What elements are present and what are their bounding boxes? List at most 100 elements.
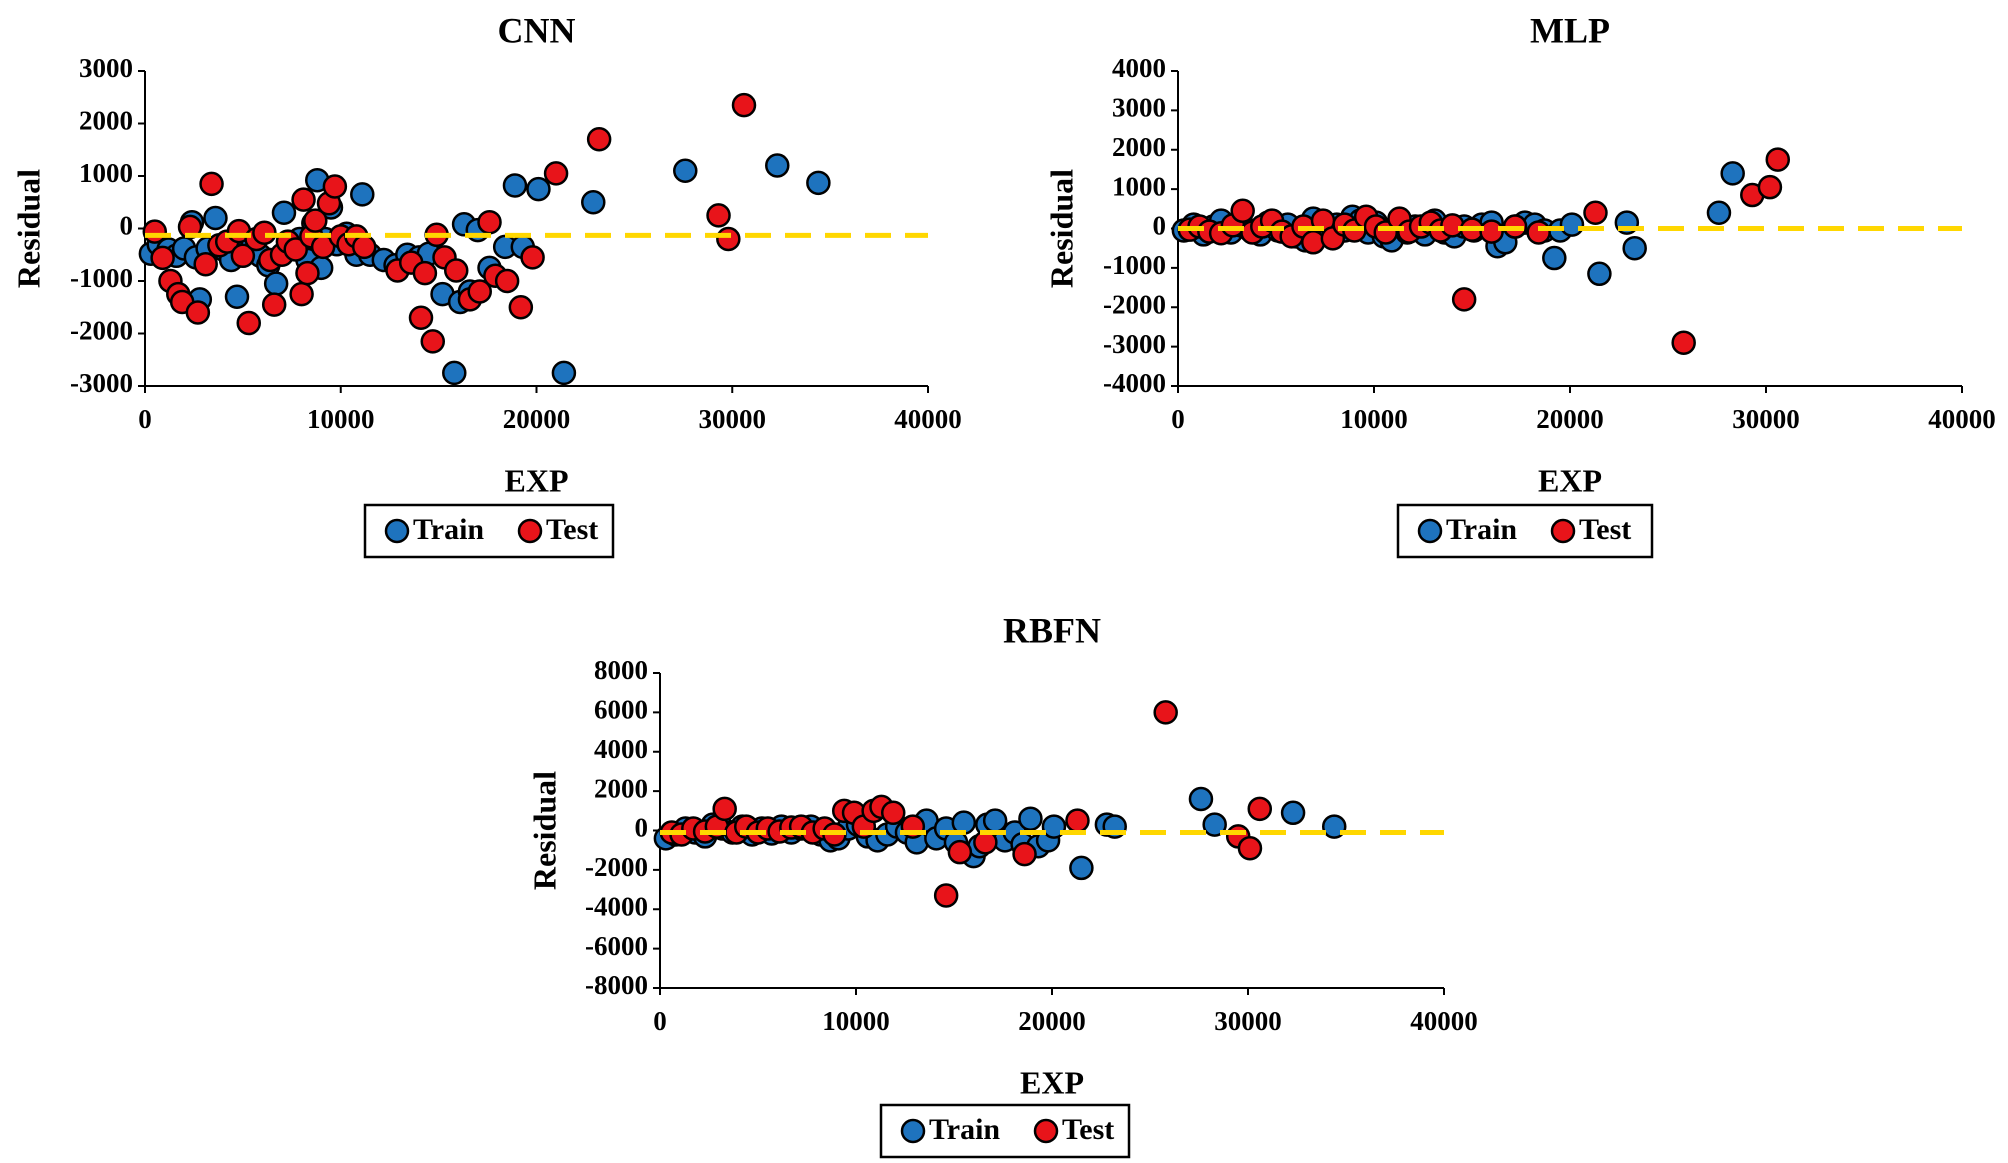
test-point <box>1583 200 1608 225</box>
test-point <box>199 171 224 197</box>
train-point <box>271 200 297 225</box>
x-tick-label: 40000 <box>1928 404 1996 434</box>
test-point <box>1065 808 1090 833</box>
train-point <box>203 205 228 231</box>
legend-label-train: Train <box>1446 513 1517 546</box>
legend-box <box>363 503 615 559</box>
series-test <box>142 92 757 354</box>
series-test <box>659 700 1273 908</box>
test-point <box>1757 174 1783 200</box>
x-tick-label: 0 <box>653 1006 667 1036</box>
train-point <box>526 176 551 202</box>
chart-title: MLP <box>1530 10 1610 50</box>
legend-marker-train <box>384 518 410 544</box>
test-point <box>1230 198 1255 224</box>
test-point <box>283 237 308 262</box>
x-axis-label: EXP <box>1020 1064 1084 1100</box>
y-tick-label: 0 <box>635 813 649 843</box>
x-tick-label: 0 <box>138 404 152 434</box>
test-point <box>351 234 377 260</box>
test-point <box>295 260 320 286</box>
y-axis-label: Residual <box>10 169 46 288</box>
train-point <box>1720 161 1745 186</box>
x-tick-label: 10000 <box>307 404 375 434</box>
y-tick-label: 6000 <box>594 695 648 725</box>
y-tick-label: -1000 <box>1103 250 1166 280</box>
train-point <box>1542 245 1567 271</box>
y-tick-label: -8000 <box>585 970 648 1000</box>
test-point <box>477 209 502 235</box>
train-point <box>1280 800 1306 826</box>
test-point <box>420 329 446 354</box>
y-tick-label: 8000 <box>594 655 648 685</box>
train-point <box>442 360 467 386</box>
test-point <box>443 258 469 283</box>
y-tick-label: -2000 <box>70 316 133 346</box>
test-point <box>412 260 438 286</box>
test-point <box>252 220 277 245</box>
train-point <box>224 284 250 309</box>
test-point <box>1237 835 1263 861</box>
y-tick-label: 4000 <box>1112 53 1166 83</box>
train-point <box>806 170 831 196</box>
legend-label-test: Test <box>1579 513 1631 546</box>
x-tick-label: 40000 <box>894 404 962 434</box>
test-point <box>520 245 545 270</box>
train-point <box>1069 855 1094 881</box>
test-point <box>322 174 348 199</box>
y-tick-label: -3000 <box>1103 329 1166 359</box>
rbfn-panel: RBFN -8000 -6000 -4000 -2000 0 2000 4000 6000 800… <box>526 610 1478 1159</box>
x-tick-label: 30000 <box>1732 404 1800 434</box>
y-tick-label: 4000 <box>594 734 648 764</box>
chart-title: CNN <box>498 10 576 50</box>
test-point <box>880 800 906 826</box>
test-point <box>177 214 203 240</box>
test-point <box>1479 219 1504 244</box>
x-tick-label: 10000 <box>822 1006 890 1036</box>
legend: Train Test <box>363 503 615 559</box>
test-point <box>236 310 261 336</box>
y-tick-label: -4000 <box>585 891 648 921</box>
test-point <box>933 883 959 908</box>
y-axis-label: Residual <box>526 771 562 890</box>
legend-label-test: Test <box>546 513 598 546</box>
y-tick-label: 2000 <box>79 106 133 136</box>
y-tick-label: 0 <box>1153 211 1167 241</box>
x-tick-label: 40000 <box>1410 1006 1478 1036</box>
x-tick-label: 0 <box>1171 404 1185 434</box>
test-point <box>291 187 316 212</box>
train-point <box>1559 212 1585 237</box>
train-point <box>1041 814 1067 839</box>
series-test <box>1177 147 1791 355</box>
legend-marker-test <box>1550 518 1576 544</box>
train-point <box>263 271 289 296</box>
test-point <box>467 279 492 304</box>
test-point <box>947 839 973 865</box>
test-point <box>494 268 520 294</box>
test-point <box>289 281 314 307</box>
test-point <box>261 292 287 317</box>
train-point <box>1587 261 1612 287</box>
test-point <box>1451 287 1477 312</box>
test-point <box>508 295 534 320</box>
y-tick-label: -1000 <box>70 263 133 293</box>
legend-label-train: Train <box>413 513 484 546</box>
test-point <box>1300 230 1326 255</box>
test-point <box>1765 147 1791 172</box>
test-point <box>1012 841 1037 867</box>
test-point <box>1153 700 1178 725</box>
y-tick-label: -2000 <box>585 852 648 882</box>
test-point <box>586 127 612 152</box>
test-point <box>712 796 737 822</box>
legend-marker-train <box>1417 518 1443 544</box>
train-point <box>673 158 698 183</box>
test-point <box>706 203 731 228</box>
y-tick-label: 2000 <box>1112 132 1166 162</box>
test-point <box>230 243 256 269</box>
y-tick-label: 3000 <box>1112 93 1166 123</box>
train-point <box>350 182 375 207</box>
test-point <box>303 208 328 233</box>
legend-marker-test <box>517 518 543 544</box>
train-point <box>1188 786 1214 812</box>
